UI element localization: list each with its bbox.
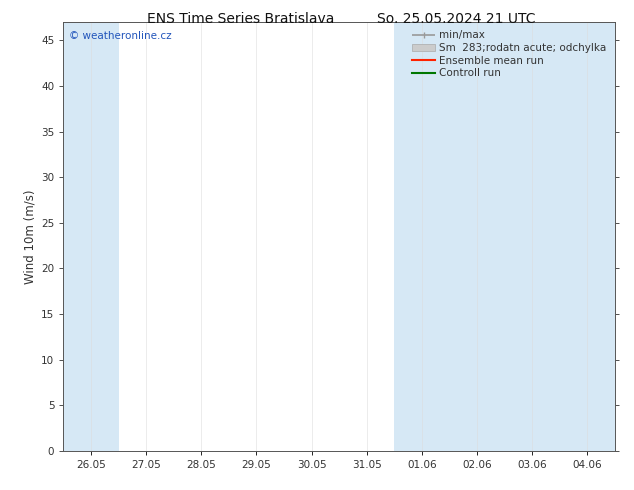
Text: © weatheronline.cz: © weatheronline.cz [69, 30, 172, 41]
Bar [560, 22, 615, 451]
Text: ENS Time Series Bratislava: ENS Time Series Bratislava [147, 12, 335, 26]
Y-axis label: Wind 10m (m/s): Wind 10m (m/s) [24, 189, 37, 284]
Legend: min/max, Sm  283;rodatn acute; odchylka, Ensemble mean run, Controll run: min/max, Sm 283;rodatn acute; odchylka, … [409, 27, 610, 81]
Bar [63, 22, 119, 451]
Bar [450, 22, 505, 451]
Text: So. 25.05.2024 21 UTC: So. 25.05.2024 21 UTC [377, 12, 536, 26]
Bar [505, 22, 560, 451]
Bar [394, 22, 450, 451]
